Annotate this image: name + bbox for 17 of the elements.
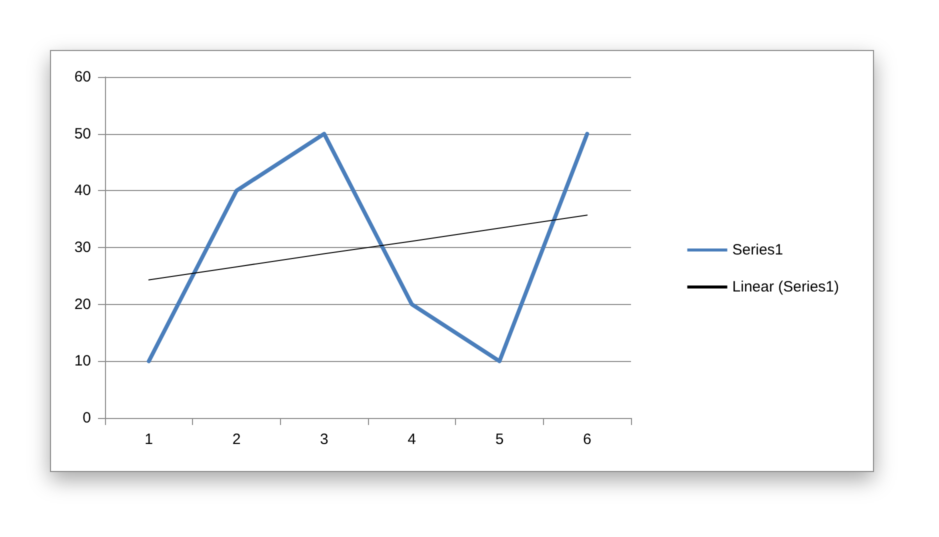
y-tick-label: 50 bbox=[74, 125, 91, 142]
x-tick-label: 2 bbox=[232, 431, 241, 448]
legend-label: Series1 bbox=[732, 242, 784, 258]
x-tick-label: 1 bbox=[144, 431, 154, 448]
x-tick-label: 6 bbox=[582, 431, 592, 448]
y-tick-label: 60 bbox=[74, 68, 91, 86]
y-tick-label: 20 bbox=[74, 296, 91, 313]
y-tick-label: 0 bbox=[82, 410, 91, 426]
y-tick-label: 30 bbox=[74, 239, 91, 256]
line-series bbox=[146, 132, 590, 364]
line-series bbox=[148, 214, 588, 280]
x-tick-label: 5 bbox=[495, 431, 504, 448]
y-tick-label: 10 bbox=[74, 352, 91, 370]
legend-label: Linear (Series1) bbox=[732, 278, 840, 296]
x-tick-label: 4 bbox=[408, 431, 416, 448]
y-tick-label: 40 bbox=[74, 182, 91, 200]
x-tick-label: 3 bbox=[320, 431, 328, 448]
